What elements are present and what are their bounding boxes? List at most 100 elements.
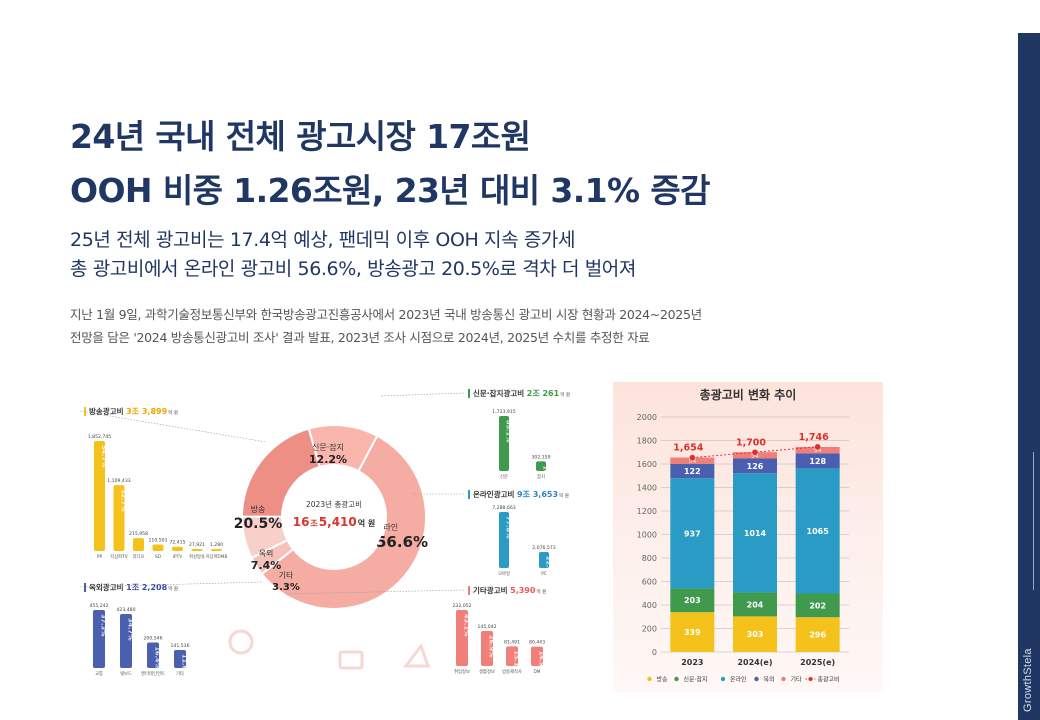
panel-bar: [456, 610, 468, 666]
panel-bar-share: 16.4%: [154, 646, 162, 669]
panel-bar-value: 455,242: [90, 603, 109, 609]
panel-bar: [211, 549, 222, 551]
donut-slice: [307, 424, 379, 473]
chart-total-label: 1,654: [673, 443, 703, 454]
chart-y-tick-label: 1200: [637, 507, 657, 516]
panel-bar-value: 110,501: [149, 537, 168, 543]
brand-label: GrowthStela: [1022, 648, 1034, 712]
panel-bar-category: PC: [541, 571, 547, 577]
panel-bar-value: 423,480: [117, 607, 136, 613]
chart-segment-label: 126: [747, 462, 764, 471]
chart-segment-label: 54: [751, 452, 759, 459]
panel-bar: [191, 549, 203, 551]
panel-bar-value: 141,536: [171, 643, 190, 649]
panel-bar: [113, 485, 125, 551]
chart-stack-segment: [733, 458, 777, 474]
panel-header-marker: [468, 389, 470, 398]
panel-bar: [499, 416, 509, 471]
panel-bar: [539, 552, 549, 568]
chart-segment-label: 54: [689, 458, 697, 465]
subheadline-line-2: 총 광고비에서 온라인 광고비 56.6%, 방송광고 20.5%로 격차 더 …: [70, 258, 636, 280]
panel-bar: [481, 630, 493, 666]
chart-title: 총광고비 변화 추이: [700, 387, 797, 402]
panel-bar-category: 생활정보: [479, 668, 495, 675]
chart-segment-label: 1065: [807, 527, 830, 536]
chart-y-tick-label: 1800: [637, 437, 657, 446]
panel-bar-category: IPTV: [173, 554, 182, 560]
chart-y-tick-label: 1000: [637, 531, 657, 540]
panel-bar-share: 26.9%: [488, 635, 496, 658]
donut-slice-label: 온라인: [376, 522, 398, 532]
chart-stack-segment: [795, 446, 840, 454]
donut-center: [283, 466, 385, 568]
panel-title: 방송광고비 3조 3,899억 원: [89, 406, 178, 416]
chart-legend-marker: [808, 677, 813, 681]
chart-total-line: [692, 446, 818, 459]
panel-connector: [79, 581, 264, 588]
donut-slice-percent: 20.5%: [234, 516, 283, 532]
chart-stack-segment: [795, 453, 840, 469]
panel-bar-value: 145,042: [478, 624, 497, 630]
chart-stack-segment: [670, 478, 715, 589]
panel-bar: [536, 461, 546, 471]
donut-center-caption: 2023년 총광고비: [306, 499, 362, 509]
chart-legend-marker: [781, 676, 786, 682]
chart-stack-segment: [795, 468, 840, 594]
donut-slice-percent: 12.2%: [309, 453, 347, 466]
panel-connector: [379, 392, 465, 397]
panel-bar-category: DM: [533, 669, 540, 675]
donut-center-total: 16조5,410억 원: [293, 515, 376, 529]
panel-bar-value: 7,288,663: [492, 505, 515, 511]
panel-bar-category: 취업정보: [454, 668, 470, 675]
chart-y-tick-label: 400: [642, 601, 657, 610]
panel-bar-share: 77.8%: [505, 516, 513, 539]
panel-bar: [147, 642, 159, 668]
panel-bar-value: 2,076,573: [532, 545, 555, 551]
chart-stack-segment: [733, 473, 777, 593]
panel-bar-category: 방송제작사: [502, 668, 522, 675]
intro-paragraph: 지난 1월 9일, 과학기술정보통신부와 한국방송광고진흥공사에서 2023년 …: [70, 303, 950, 349]
panel-bar-value: 27,921: [189, 542, 205, 548]
panel-bar-category: 위성방송: [189, 553, 205, 560]
chart-segment-label: 128: [809, 457, 826, 466]
panel-bar-value: 232,052: [453, 603, 472, 609]
panel-bar-category: PP: [97, 554, 103, 560]
chart-stack-segment: [733, 592, 777, 617]
chart-y-tick-label: 1400: [637, 484, 657, 493]
chart-legend-marker: [754, 676, 759, 682]
chart-stack-segment: [670, 457, 715, 464]
chart-total-label: 1,746: [799, 432, 829, 443]
decorative-megaphone-icon: [403, 642, 431, 668]
chart-legend-label: 총광고비: [818, 676, 840, 684]
panel-bar-value: 200,546: [144, 635, 163, 641]
panel-connector: [79, 410, 267, 443]
donut-slice-percent: 3.3%: [272, 582, 300, 593]
headline-line-1: 24년 국내 전체 광고시장 17조원: [70, 117, 531, 156]
panel-bar-share: 14.9%: [538, 651, 546, 674]
panel-header-marker: [468, 490, 470, 499]
subheadline-line-1: 25년 전체 광고비는 17.4억 예상, 팬데믹 이후 OOH 지속 증가세: [70, 229, 576, 251]
chart-segment-label: 122: [684, 467, 701, 476]
panel-bar-category: 잡지: [537, 473, 545, 480]
panel-bar-value: 302,159: [532, 454, 551, 460]
chart-legend-label: 방송: [657, 676, 669, 684]
panel-bar-share: 37.3%: [100, 614, 108, 637]
panel-bar-value: 81,491: [504, 639, 520, 645]
donut-slice-percent: 56.6%: [376, 533, 428, 551]
panel-title: 기타광고비 5,390억 원: [473, 585, 546, 595]
chart-segment-label: 54: [814, 447, 822, 454]
panel-bar: [174, 649, 186, 668]
chart-legend-label: 신문·잡지: [684, 676, 708, 684]
panel-total: 5,390: [510, 586, 536, 595]
chart-x-tick-label: 2025(e): [800, 658, 835, 667]
panel-bar-category: 모바일: [498, 570, 510, 577]
panel-bar: [172, 546, 183, 551]
side-divider-line: [1033, 452, 1034, 590]
chart-stack-segment: [670, 463, 715, 479]
panel-bar-share: 14.9%: [542, 465, 550, 488]
panel-bar-category: 라디오: [133, 553, 145, 560]
panel-bar: [93, 610, 105, 668]
chart-segment-label: 203: [684, 596, 701, 605]
intro-line-1: 지난 1월 9일, 과학기술정보통신부와 한국방송광고진흥공사에서 2023년 …: [70, 307, 702, 322]
